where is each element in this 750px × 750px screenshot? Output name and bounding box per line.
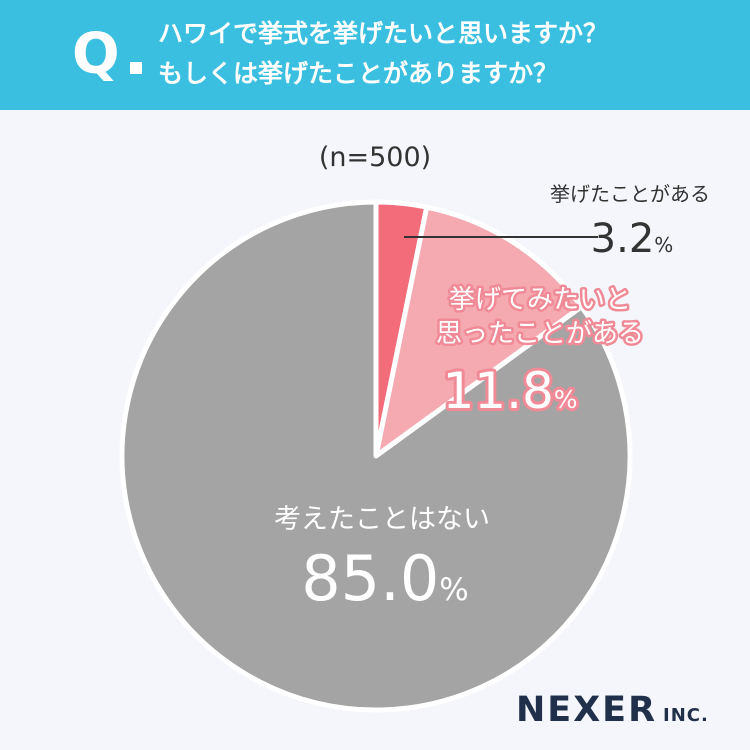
value-never-considered: 85.0% — [301, 542, 469, 615]
question-mark: Q — [72, 22, 120, 87]
value-want-to: 11.8% — [442, 362, 577, 420]
slice-want-to — [373, 204, 584, 459]
question-mark-dot — [130, 62, 142, 74]
question-line-2: もしくは挙げたことがありますか？ — [158, 59, 559, 88]
value-already-married: 3.2% — [591, 216, 674, 262]
question-line-1: ハワイで挙式を挙げたいと思いますか？ — [158, 19, 609, 48]
label-want-to-line-1: 挙げてみたいと — [449, 285, 631, 315]
brand-name: NEXER — [516, 690, 658, 730]
sample-size-label: (n=500) — [318, 142, 432, 173]
brand-suffix: INC. — [663, 705, 709, 726]
label-never-considered: 考えたことはない — [274, 504, 490, 535]
label-want-to-line-2: 思ったことがある — [436, 319, 644, 349]
label-already-married: 挙げたことがある — [550, 182, 710, 206]
slice-never-considered — [119, 199, 633, 713]
brand-logo: NEXER INC. — [516, 690, 709, 736]
question-header: Q ハワイで挙式を挙げたいと思いますか？ もしくは挙げたことがありますか？ — [0, 0, 750, 110]
